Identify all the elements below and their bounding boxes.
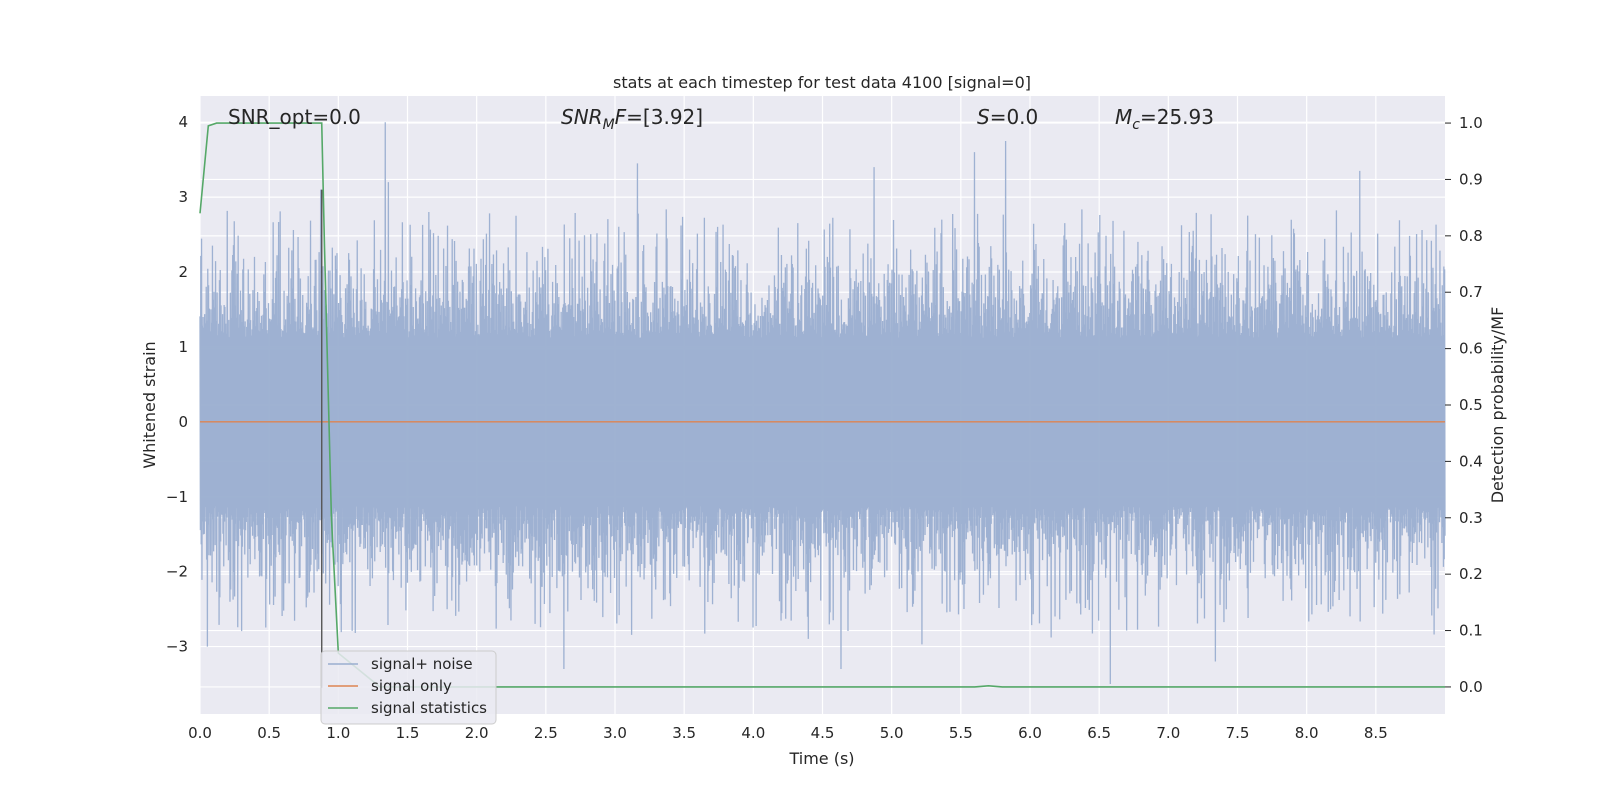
legend-label-signal-statistics: signal statistics xyxy=(371,699,487,717)
x-tick-label: 8.5 xyxy=(1364,724,1388,742)
x-tick-label: 3.0 xyxy=(603,724,627,742)
x-tick-label: 2.5 xyxy=(534,724,558,742)
right-y-tick-label: 0.0 xyxy=(1459,678,1483,696)
x-axis-ticks: 0.0 0.5 1.0 1.5 2.0 2.5 3.0 3.5 4.0 4.5 5.0 5.5 6.0 6… xyxy=(188,724,1388,742)
x-tick-label: 7.5 xyxy=(1226,724,1250,742)
right-y-axis-ticks: 0.0 0.1 0.2 0.3 0.4 0.5 0.6 0.7 0.8 0.9 1.0 xyxy=(1445,114,1483,696)
x-tick-label: 7.0 xyxy=(1156,724,1180,742)
right-y-axis-label: Detection probability/MF xyxy=(1488,307,1507,504)
right-y-tick-label: 1.0 xyxy=(1459,114,1483,132)
annotation-mc: Mc=25.93 xyxy=(1115,105,1214,133)
left-y-tick-label: −1 xyxy=(166,488,188,506)
x-tick-label: 1.0 xyxy=(326,724,350,742)
right-y-tick-label: 0.1 xyxy=(1459,622,1483,640)
annotation-snr-opt: SNR_opt=0.0 xyxy=(228,105,361,129)
left-y-tick-label: −2 xyxy=(166,563,188,581)
left-y-axis-ticks: −3 −2 −1 0 1 2 3 4 xyxy=(166,113,188,655)
left-y-tick-label: 0 xyxy=(178,413,188,431)
left-y-axis-label: Whitened strain xyxy=(140,341,159,468)
x-tick-label: 3.5 xyxy=(672,724,696,742)
left-y-tick-label: 4 xyxy=(178,113,188,131)
x-tick-label: 5.5 xyxy=(949,724,973,742)
x-tick-label: 6.5 xyxy=(1087,724,1111,742)
series-signal-noise xyxy=(199,122,1446,685)
chart-title: stats at each timestep for test data 410… xyxy=(613,73,1031,92)
left-y-tick-label: 2 xyxy=(178,263,188,281)
annotation-s: S=0.0 xyxy=(977,105,1038,129)
series-signal-statistics xyxy=(199,122,1445,688)
x-axis-label: Time (s) xyxy=(788,749,854,768)
legend-label-signal-noise: signal+ noise xyxy=(371,655,473,673)
left-y-tick-label: 3 xyxy=(178,188,188,206)
x-tick-label: 5.0 xyxy=(880,724,904,742)
right-y-tick-label: 0.3 xyxy=(1459,509,1483,527)
x-tick-label: 0.0 xyxy=(188,724,212,742)
left-y-tick-label: 1 xyxy=(178,338,188,356)
x-tick-label: 0.5 xyxy=(257,724,281,742)
right-y-tick-label: 0.4 xyxy=(1459,452,1483,470)
legend-label-signal-only: signal only xyxy=(371,677,452,695)
left-y-tick-label: −3 xyxy=(166,638,188,656)
legend: signal+ noise signal only signal statist… xyxy=(320,650,497,725)
annotation-snr-mf: SNRMF=[3.92] xyxy=(561,105,703,133)
x-tick-label: 4.0 xyxy=(741,724,765,742)
x-tick-label: 2.0 xyxy=(465,724,489,742)
right-y-tick-label: 0.2 xyxy=(1459,565,1483,583)
x-tick-label: 8.0 xyxy=(1295,724,1319,742)
right-y-tick-label: 0.8 xyxy=(1459,227,1483,245)
x-tick-label: 4.5 xyxy=(811,724,835,742)
plot-area xyxy=(199,122,1446,688)
right-y-tick-label: 0.7 xyxy=(1459,283,1483,301)
annotations: SNR_opt=0.0 SNRMF=[3.92] S=0.0 Mc=25.93 xyxy=(228,105,1214,133)
legend-box xyxy=(320,650,497,725)
right-y-tick-label: 0.5 xyxy=(1459,396,1483,414)
right-y-tick-label: 0.9 xyxy=(1459,170,1483,188)
x-tick-label: 6.0 xyxy=(1018,724,1042,742)
right-y-tick-label: 0.6 xyxy=(1459,340,1483,358)
x-tick-label: 1.5 xyxy=(396,724,420,742)
